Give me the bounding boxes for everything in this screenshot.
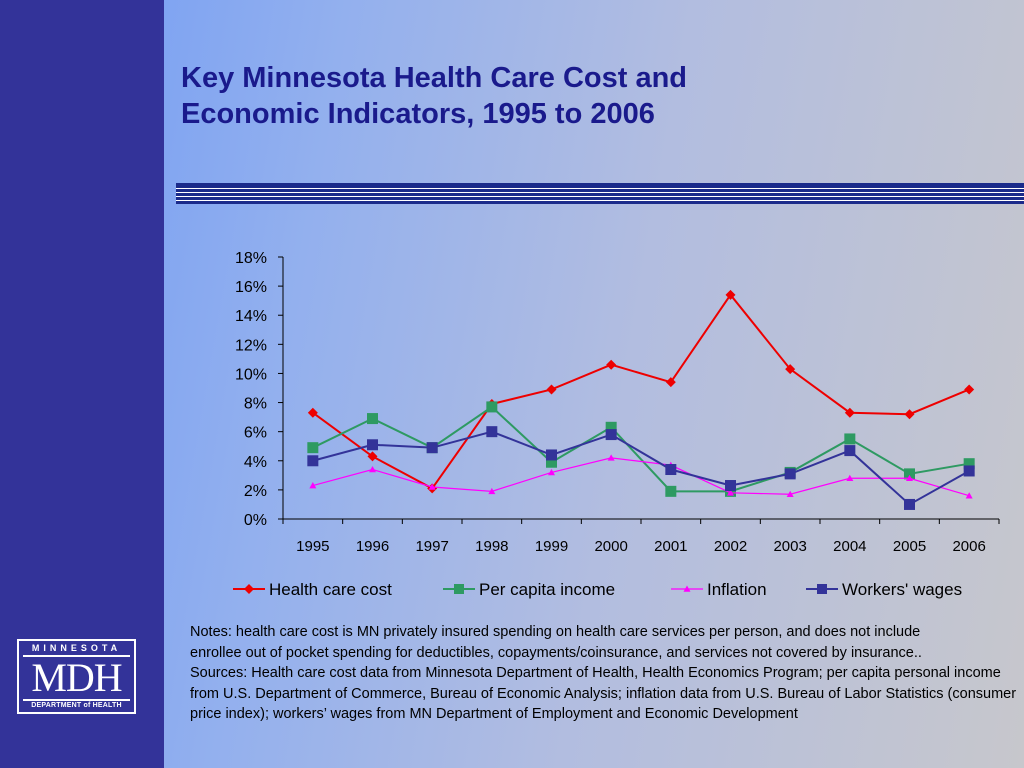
- data-point: [906, 474, 913, 482]
- data-point: [307, 407, 318, 418]
- legend-swatch-marker: [817, 584, 827, 594]
- legend-label: Per capita income: [479, 580, 615, 599]
- data-point: [367, 439, 378, 451]
- data-point: [844, 445, 856, 457]
- y-tick-label: 10%: [235, 366, 267, 383]
- data-point: [665, 377, 676, 388]
- y-tick-label: 16%: [235, 279, 267, 296]
- x-tick-label: 2005: [893, 538, 926, 555]
- slide-title: Key Minnesota Health Care Cost and Econo…: [181, 60, 687, 132]
- y-tick-label: 12%: [235, 337, 267, 354]
- legend-label: Health care cost: [269, 580, 392, 599]
- data-point: [426, 442, 438, 454]
- data-point: [727, 489, 734, 496]
- y-tick-label: 8%: [244, 396, 267, 413]
- data-point: [607, 454, 615, 461]
- data-point: [665, 464, 677, 476]
- y-tick-label: 2%: [244, 483, 267, 500]
- data-point: [486, 401, 498, 413]
- y-tick-label: 14%: [235, 308, 267, 325]
- y-tick-label: 6%: [244, 425, 267, 442]
- data-point: [904, 468, 915, 480]
- series-line-2: [312, 457, 970, 497]
- data-point: [546, 449, 557, 461]
- sidebar-band: MINNESOTA MDH DEPARTMENT of HEALTH: [0, 0, 164, 768]
- data-point: [546, 456, 557, 468]
- sources-text: Sources: Health care cost data from Minn…: [190, 665, 1017, 722]
- series-line-3: [312, 430, 970, 506]
- x-tick-label: 1996: [356, 538, 389, 555]
- x-tick-label: 1998: [475, 538, 508, 555]
- data-point: [367, 413, 378, 425]
- y-tick-label: 0%: [244, 512, 267, 529]
- data-point: [963, 465, 975, 477]
- notes-text: Notes: health care cost is MN privately …: [190, 624, 922, 661]
- y-axis-label: Percent change from previous ye: [197, 294, 214, 514]
- data-point: [546, 384, 557, 395]
- x-tick-label: 1997: [415, 538, 448, 555]
- title-divider: [176, 183, 1024, 204]
- legend-swatch-marker: [244, 584, 254, 594]
- title-line-1: Key Minnesota Health Care Cost and: [181, 62, 687, 94]
- legend-swatch-marker: [683, 585, 691, 592]
- title-line-2: Economic Indicators, 1995 to 2006: [181, 98, 655, 130]
- data-point: [785, 364, 796, 375]
- data-point: [904, 409, 915, 420]
- data-point: [725, 480, 736, 492]
- data-point: [784, 468, 796, 480]
- legend-label: Inflation: [707, 580, 767, 599]
- data-point: [309, 482, 317, 489]
- data-point: [965, 492, 973, 499]
- x-tick-label: 2002: [714, 538, 747, 555]
- x-tick-label: 2001: [654, 538, 687, 555]
- data-point: [548, 468, 555, 476]
- data-point: [725, 289, 736, 300]
- logo-main-text: MDH: [23, 655, 130, 701]
- data-point: [846, 474, 854, 482]
- line-chart: 0% 2% 4% 6% 8% 10% 12% 14% 16% 18% 1995 1996 1997 199…: [197, 250, 1000, 599]
- data-point: [307, 455, 319, 467]
- legend-label: Workers' wages: [842, 580, 962, 599]
- data-point: [963, 458, 975, 470]
- data-point: [964, 384, 975, 395]
- data-point: [904, 498, 915, 510]
- y-tick-label: 4%: [244, 454, 267, 471]
- logo-top-text: MINNESOTA: [31, 643, 122, 653]
- x-tick-label: 2003: [773, 538, 806, 555]
- x-tick-label: 2006: [952, 538, 985, 555]
- x-tick-label: 2004: [833, 538, 866, 555]
- logo-bottom-text: DEPARTMENT of HEALTH: [31, 702, 122, 709]
- y-tick-label: 18%: [235, 250, 267, 267]
- data-point: [367, 451, 378, 462]
- x-tick-label: 2000: [594, 538, 627, 555]
- data-point: [369, 466, 376, 473]
- notes-block: Notes: health care cost is MN privately …: [190, 622, 1020, 725]
- series-line-1: [312, 405, 970, 493]
- data-point: [786, 490, 794, 498]
- series-line-0: [312, 293, 970, 490]
- x-tick-label: 1995: [296, 538, 329, 555]
- data-point: [844, 407, 855, 418]
- data-point: [844, 433, 856, 445]
- data-point: [606, 359, 617, 370]
- data-point: [665, 485, 677, 497]
- x-tick-label: 1999: [535, 538, 568, 555]
- data-point: [428, 483, 436, 490]
- mdh-logo: MINNESOTA MDH DEPARTMENT of HEALTH: [17, 639, 136, 714]
- legend-swatch-marker: [454, 584, 464, 594]
- data-point: [307, 442, 319, 454]
- data-point: [605, 429, 617, 441]
- data-point: [605, 421, 617, 433]
- data-point: [486, 426, 498, 438]
- data-point: [488, 487, 496, 495]
